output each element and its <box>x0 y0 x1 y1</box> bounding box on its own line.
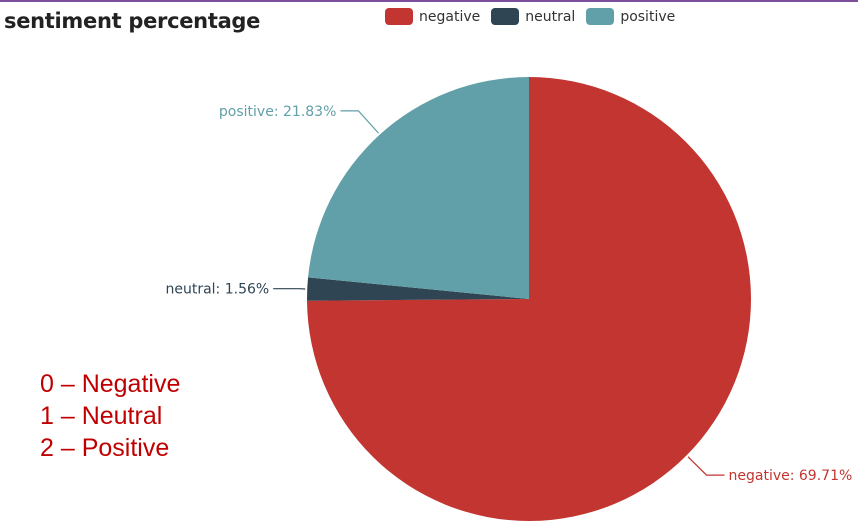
code-key-negative: 0 – Negative <box>40 370 181 398</box>
pie-slice-neutral[interactable] <box>307 277 529 301</box>
legend-label-negative: negative <box>419 8 481 25</box>
data-label-neutral: neutral: 1.56% <box>165 282 269 298</box>
legend-item-negative[interactable]: negative <box>385 8 480 25</box>
legend: negative neutral positive <box>385 8 686 25</box>
data-label-negative: negative: 69.71% <box>729 468 853 484</box>
legend-swatch-negative <box>385 8 413 25</box>
legend-label-neutral: neutral <box>525 8 576 25</box>
category-code-key: 0 – Negative 1 – Neutral 2 – Positive <box>40 368 180 464</box>
top-border <box>0 0 858 2</box>
legend-item-positive[interactable]: positive <box>586 8 675 25</box>
leader-line-negative <box>687 456 725 476</box>
legend-item-neutral[interactable]: neutral <box>491 8 575 25</box>
code-key-neutral: 1 – Neutral <box>40 402 163 430</box>
leader-line-positive <box>340 110 379 134</box>
legend-label-positive: positive <box>620 8 676 25</box>
code-key-positive: 2 – Positive <box>40 434 170 462</box>
legend-swatch-neutral <box>491 8 520 25</box>
pie-slice-negative[interactable] <box>307 77 752 521</box>
pie-slice-positive[interactable] <box>308 77 529 299</box>
data-label-positive: positive: 21.83% <box>219 104 336 120</box>
legend-swatch-positive <box>586 8 615 25</box>
chart-title: sentiment percentage <box>4 9 261 33</box>
